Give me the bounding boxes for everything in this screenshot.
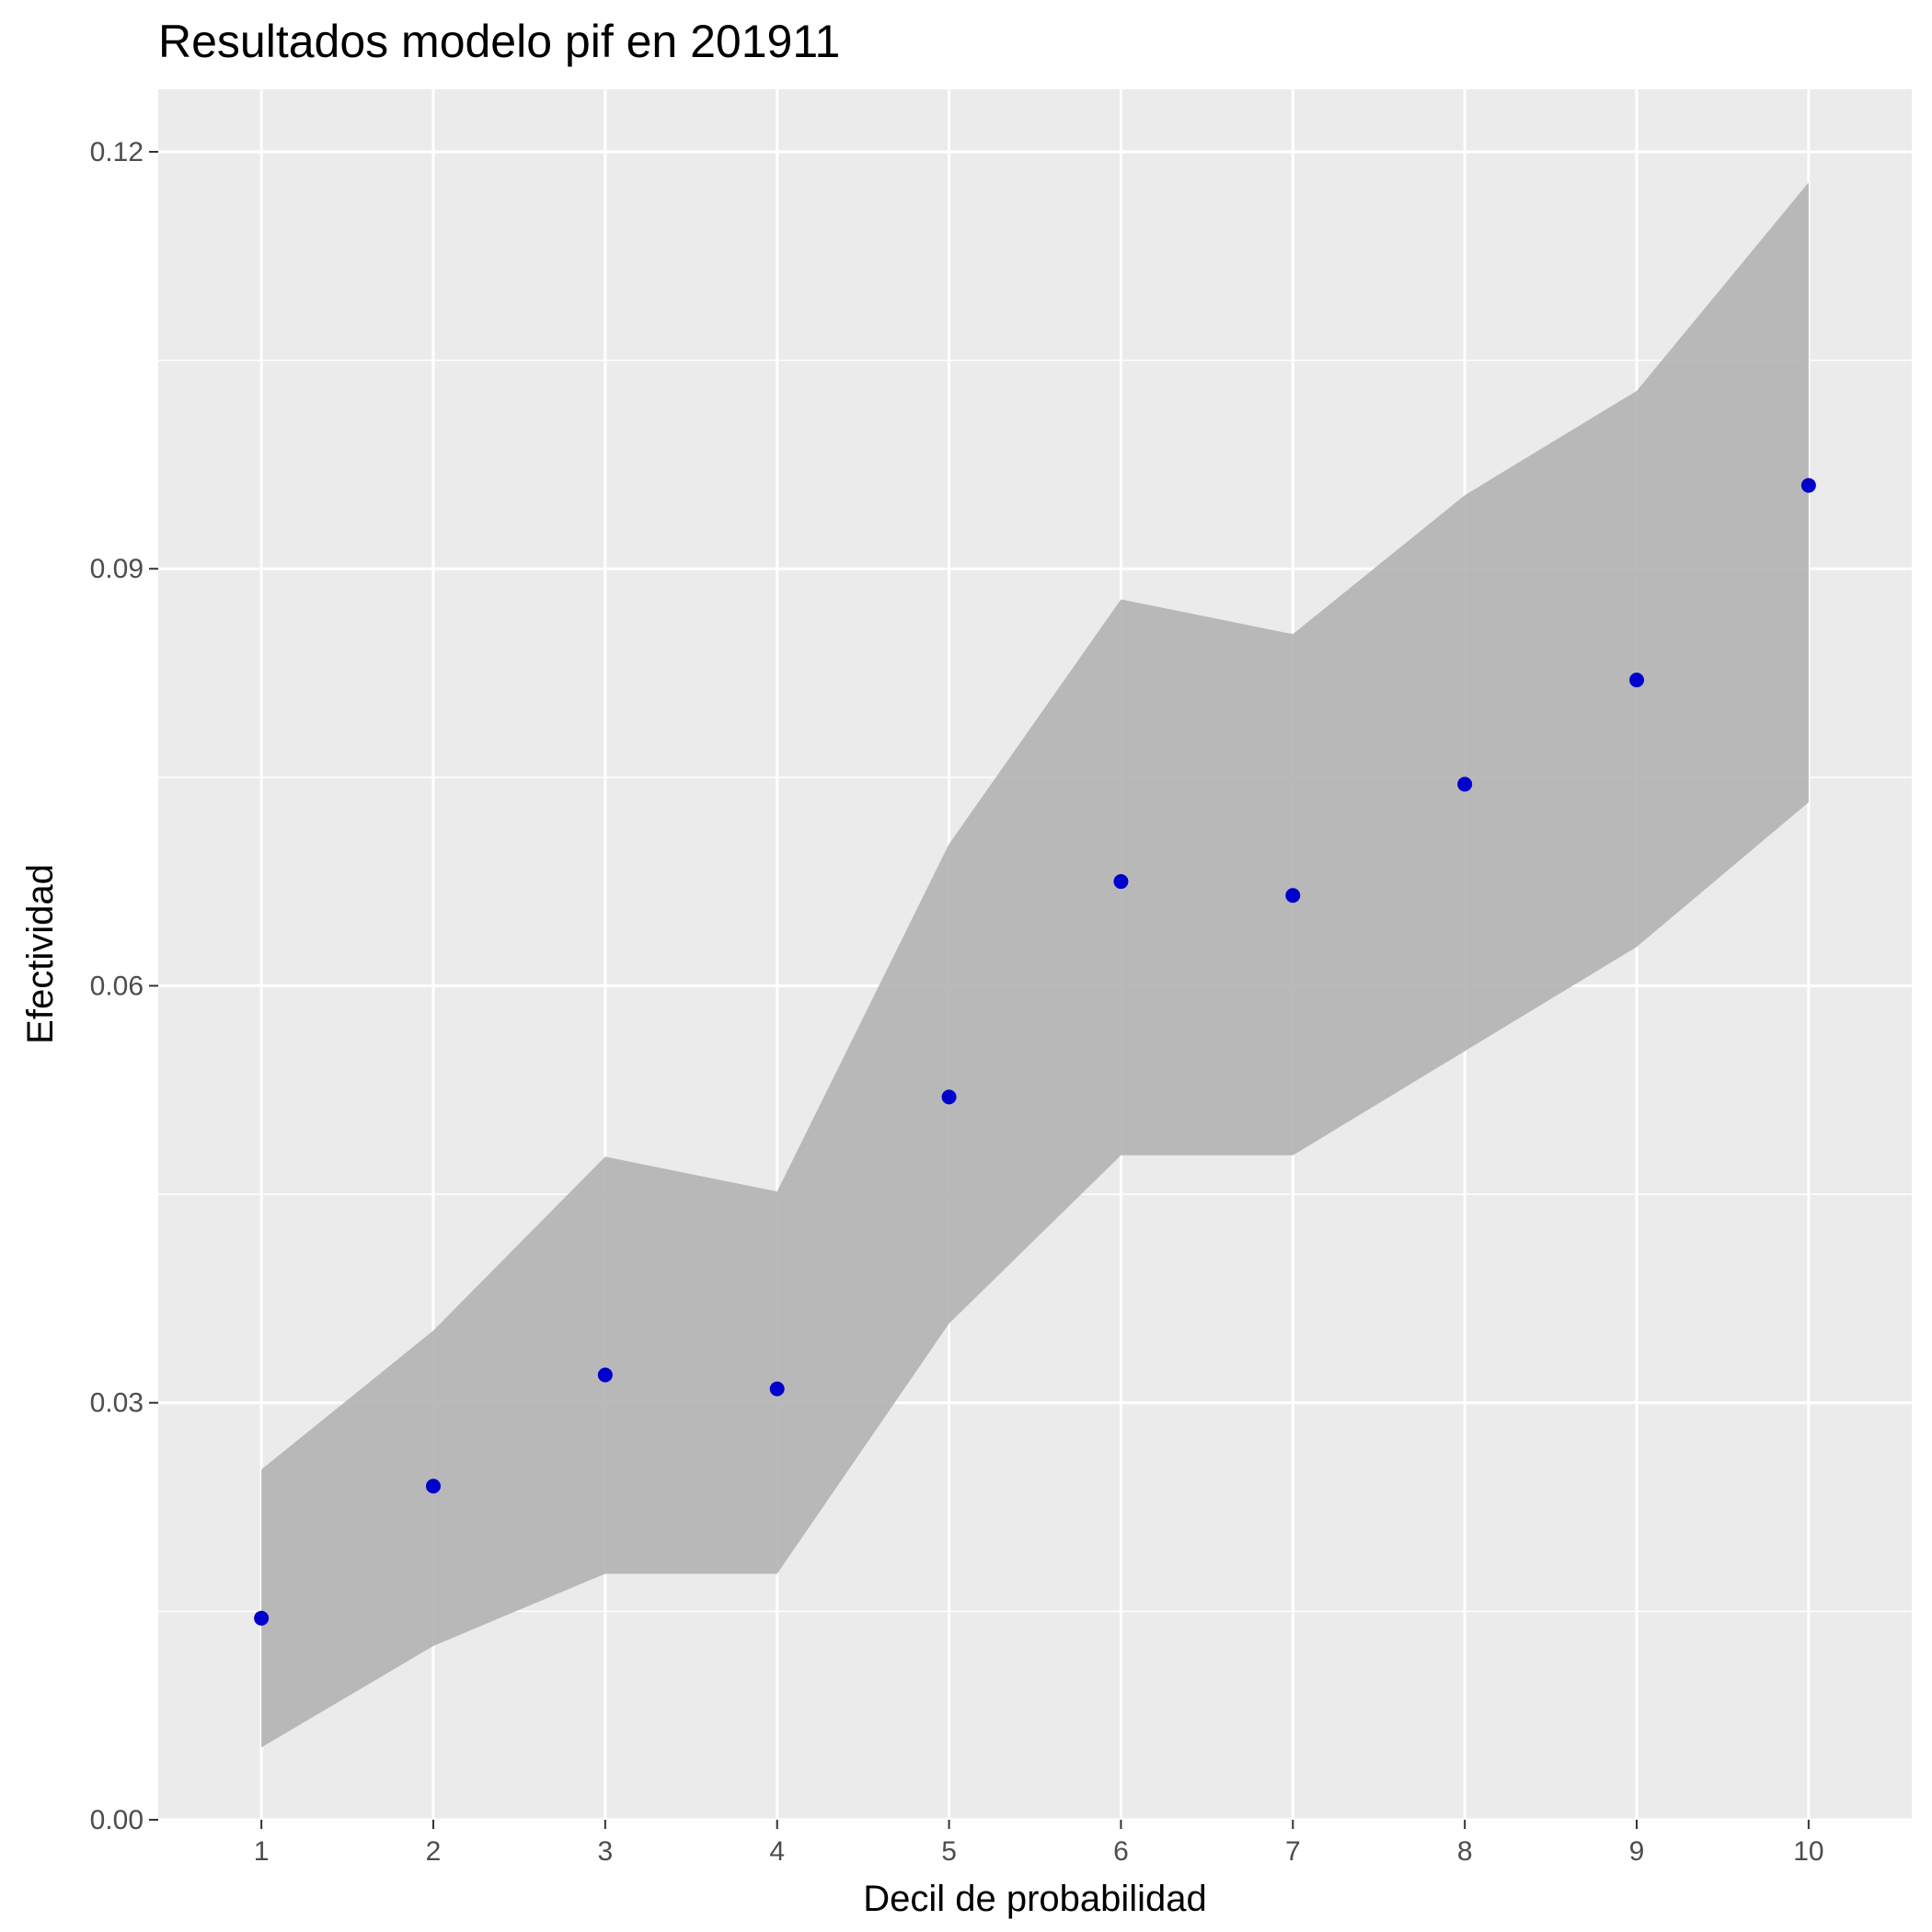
data-point bbox=[769, 1381, 785, 1397]
x-tick-label: 9 bbox=[1629, 1836, 1645, 1867]
x-axis-title: Decil de probabilidad bbox=[863, 1879, 1207, 1919]
data-point bbox=[425, 1478, 441, 1494]
data-points bbox=[254, 477, 1816, 1626]
y-tick-label: 0.12 bbox=[90, 137, 144, 167]
x-tick-label: 3 bbox=[597, 1836, 613, 1867]
x-tick-label: 6 bbox=[1113, 1836, 1129, 1867]
x-tick-label: 4 bbox=[769, 1836, 785, 1867]
y-tick-label: 0.03 bbox=[90, 1388, 144, 1419]
data-point bbox=[941, 1089, 957, 1105]
x-tick-label: 1 bbox=[254, 1836, 270, 1867]
x-axis: 1 2 3 4 5 6 7 8 9 10 bbox=[254, 1820, 1824, 1867]
confidence-ribbon bbox=[261, 182, 1809, 1748]
data-point bbox=[1800, 477, 1816, 493]
chart-title: Resultados modelo pif en 201911 bbox=[158, 16, 840, 67]
y-axis-title: Efectividad bbox=[20, 864, 61, 1044]
data-point bbox=[597, 1367, 613, 1383]
data-point bbox=[254, 1610, 270, 1626]
x-tick-label: 10 bbox=[1793, 1836, 1823, 1867]
data-point bbox=[1629, 673, 1645, 688]
y-tick-label: 0.06 bbox=[90, 971, 144, 1001]
data-point bbox=[1457, 776, 1473, 792]
x-tick-label: 2 bbox=[426, 1836, 442, 1867]
data-point bbox=[1113, 874, 1129, 890]
y-axis: 0.00 0.03 0.06 0.09 0.12 bbox=[90, 137, 158, 1835]
y-tick-label: 0.09 bbox=[90, 554, 144, 584]
data-point bbox=[1285, 888, 1301, 903]
x-tick-label: 7 bbox=[1285, 1836, 1301, 1867]
x-tick-label: 8 bbox=[1457, 1836, 1473, 1867]
x-tick-label: 5 bbox=[941, 1836, 957, 1867]
y-tick-label: 0.00 bbox=[90, 1805, 144, 1835]
